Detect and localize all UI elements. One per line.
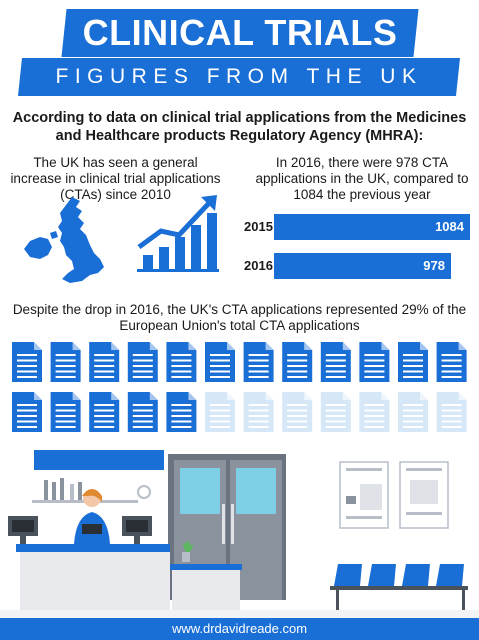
cta-count-text: In 2016, there were 978 CTA applications…	[255, 155, 469, 202]
page-subtitle: FIGURES FROM THE UK	[55, 65, 423, 88]
document-grid	[12, 342, 467, 432]
bar-value-2016: 978	[423, 258, 445, 273]
bar-label-2015: 2015	[244, 219, 273, 234]
bar-value-2015: 1084	[435, 219, 464, 234]
increase-text: The UK has seen a general increase in cl…	[10, 155, 221, 202]
document-icon-highlighted	[205, 342, 235, 382]
bar-2016: 978	[274, 253, 451, 279]
uk-map-icon	[24, 197, 104, 283]
document-icon-highlighted	[127, 392, 158, 432]
document-icon-highlighted	[320, 342, 351, 382]
document-icon-highlighted	[50, 392, 81, 432]
document-icon-highlighted	[282, 342, 313, 382]
clinic-scene-illustration	[0, 450, 479, 618]
document-icon-highlighted	[359, 342, 390, 382]
document-icon-faded	[320, 392, 351, 432]
document-icon-highlighted	[12, 392, 42, 432]
document-icon-faded	[205, 392, 235, 432]
document-icon-highlighted	[50, 342, 81, 382]
bar-growth-icon	[137, 195, 219, 272]
document-icon-faded	[398, 392, 428, 432]
footer-url[interactable]: www.drdavidreade.com	[0, 618, 479, 640]
document-icon-highlighted	[89, 392, 120, 432]
document-icon-highlighted	[12, 342, 42, 382]
document-icon-faded	[359, 392, 390, 432]
bar-row-2015: 2015 1084	[244, 214, 470, 240]
document-icon-highlighted	[166, 342, 197, 382]
share-text: Despite the drop in 2016, the UK's CTA a…	[12, 302, 467, 333]
document-icon-highlighted	[166, 392, 197, 432]
bar-2015: 1084	[274, 214, 470, 240]
document-icon-highlighted	[127, 342, 158, 382]
document-icon-faded	[436, 392, 467, 432]
bar-row-2016: 2016 978	[244, 253, 470, 279]
document-icon-faded	[243, 392, 274, 432]
intro-text: According to data on clinical trial appl…	[12, 110, 467, 144]
reception-sign	[34, 450, 164, 470]
page-title: CLINICAL TRIALS	[82, 12, 398, 53]
document-icon-highlighted	[89, 342, 120, 382]
bar-label-2016: 2016	[244, 258, 273, 273]
document-icon-faded	[282, 392, 313, 432]
document-icon-highlighted	[398, 342, 428, 382]
document-icon-highlighted	[243, 342, 274, 382]
document-icon-highlighted	[436, 342, 467, 382]
